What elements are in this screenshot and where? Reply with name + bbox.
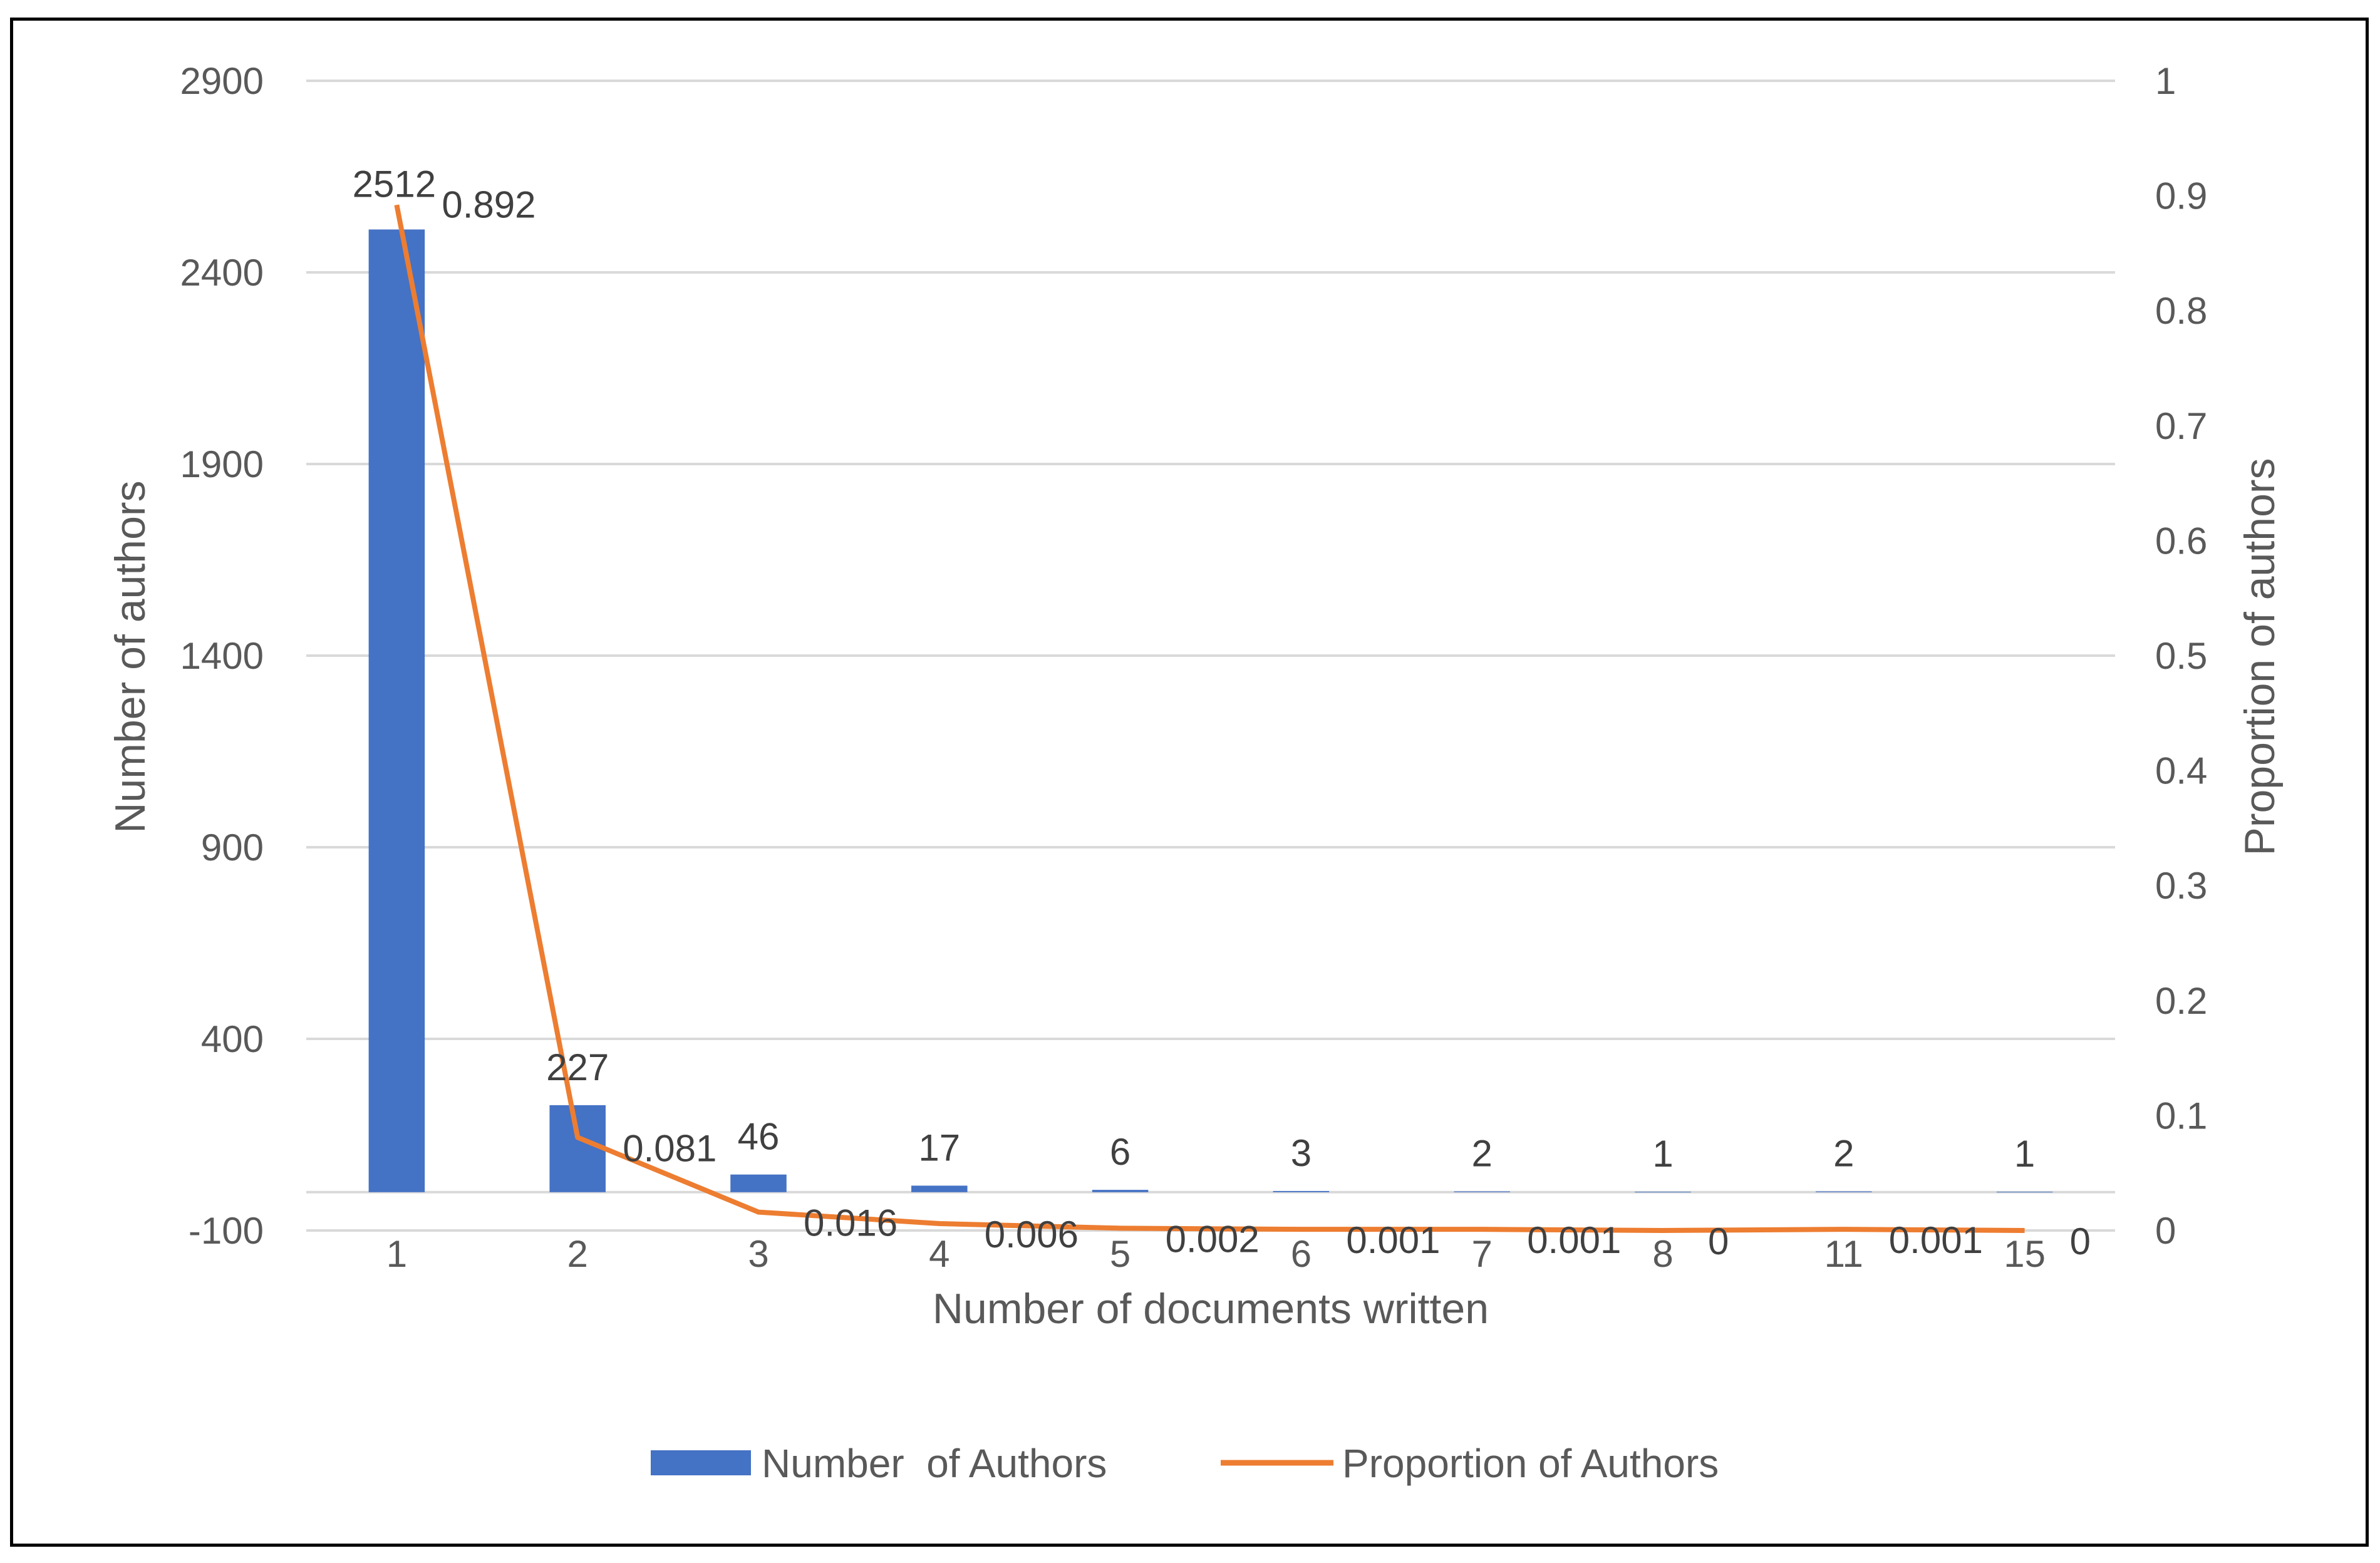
legend: Number of Authors Proportion of Authors	[651, 1441, 1719, 1486]
y2-tick-label: 0.9	[2155, 175, 2207, 217]
x-tick-label: 8	[1652, 1233, 1673, 1275]
line-data-label: 0.001	[1527, 1219, 1621, 1261]
bar-data-label: 227	[546, 1046, 609, 1088]
bar-data-label: 2512	[353, 163, 436, 205]
bar-data-label: 17	[918, 1127, 960, 1168]
x-tick-label: 1	[386, 1233, 407, 1275]
x-tick-label: 5	[1110, 1233, 1130, 1275]
line-data-label: 0.001	[1889, 1219, 1983, 1261]
right-axis-ticks: 1 0.9 0.8 0.7 0.6 0.5 0.4 0.3 0.2 0.1 0	[2155, 60, 2207, 1252]
line-data-label: 0.892	[442, 183, 536, 225]
bar	[730, 1174, 787, 1192]
y-tick-label: -100	[189, 1210, 264, 1252]
bar-data-label: 2	[1472, 1133, 1493, 1175]
line-data-label: 0.081	[623, 1127, 717, 1169]
x-tick-label: 6	[1291, 1233, 1312, 1275]
y2-tick-label: 0.7	[2155, 405, 2207, 447]
bar	[549, 1105, 606, 1192]
bar	[1092, 1190, 1149, 1192]
line-series	[394, 204, 2025, 1233]
y-tick-label: 2400	[180, 252, 264, 294]
y2-tick-label: 0.4	[2155, 750, 2207, 792]
bar	[368, 229, 425, 1192]
y2-tick-label: 0.8	[2155, 290, 2207, 332]
y2-tick-label: 0	[2155, 1210, 2176, 1252]
y2-tick-label: 1	[2155, 60, 2176, 102]
x-tick-label: 7	[1472, 1233, 1493, 1275]
y-tick-label: 2900	[180, 60, 264, 102]
data-labels: 2512 227 46 17 6 3 2 1 2 1 0.892 0.081 0.016 0.006 0.0…	[353, 163, 2091, 1262]
line-data-label: 0	[2070, 1220, 2091, 1262]
y-tick-label: 1400	[180, 635, 264, 677]
bar-data-label: 3	[1291, 1132, 1312, 1174]
left-axis-ticks: 2900 2400 1900 1400 900 400 -100	[180, 60, 264, 1252]
line-data-label: 0.002	[1166, 1218, 1260, 1260]
x-tick-label: 15	[2004, 1233, 2046, 1275]
line-data-label: 0.001	[1346, 1219, 1440, 1261]
y-tick-label: 1900	[180, 443, 264, 485]
y2-axis-title: Proportion of authors	[2236, 458, 2284, 855]
x-axis-ticks: 1 2 3 4 5 6 7 8 11 15	[386, 1233, 2046, 1275]
y2-tick-label: 0.5	[2155, 635, 2207, 677]
y2-tick-label: 0.1	[2155, 1095, 2207, 1137]
x-tick-label: 2	[567, 1233, 588, 1275]
bar-data-label: 46	[738, 1116, 780, 1158]
y-axis-title: Number of authors	[106, 480, 154, 833]
y-tick-label: 900	[201, 827, 264, 869]
x-tick-label: 4	[929, 1233, 949, 1275]
bar-data-label: 6	[1110, 1131, 1130, 1173]
bar-data-label: 1	[1652, 1133, 1673, 1175]
line-data-label: 0.006	[985, 1214, 1079, 1256]
legend-label-bar: Number of Authors	[762, 1441, 1107, 1486]
bar-series	[368, 229, 2053, 1193]
chart-frame: 2512 227 46 17 6 3 2 1 2 1 0.892 0.081 0.016 0.006 0.0…	[10, 18, 2369, 1547]
legend-swatch-bar	[651, 1450, 751, 1475]
bar-data-label: 2	[1833, 1133, 1854, 1175]
line-data-label: 0	[1708, 1220, 1729, 1262]
x-axis-title: Number of documents written	[933, 1285, 1489, 1333]
gridlines	[306, 80, 2115, 1232]
y2-tick-label: 0.2	[2155, 980, 2207, 1022]
x-tick-label: 3	[748, 1233, 768, 1275]
bar-data-label: 1	[2014, 1133, 2035, 1175]
y2-tick-label: 0.6	[2155, 520, 2207, 562]
bar	[1273, 1190, 1330, 1192]
y-tick-label: 400	[201, 1018, 264, 1060]
legend-label-line: Proportion of Authors	[1342, 1441, 1719, 1486]
line-data-label: 0.016	[804, 1202, 898, 1244]
proportion-line	[394, 204, 2025, 1233]
bar	[911, 1185, 968, 1192]
y2-tick-label: 0.3	[2155, 865, 2207, 907]
x-tick-label: 11	[1824, 1233, 1863, 1275]
